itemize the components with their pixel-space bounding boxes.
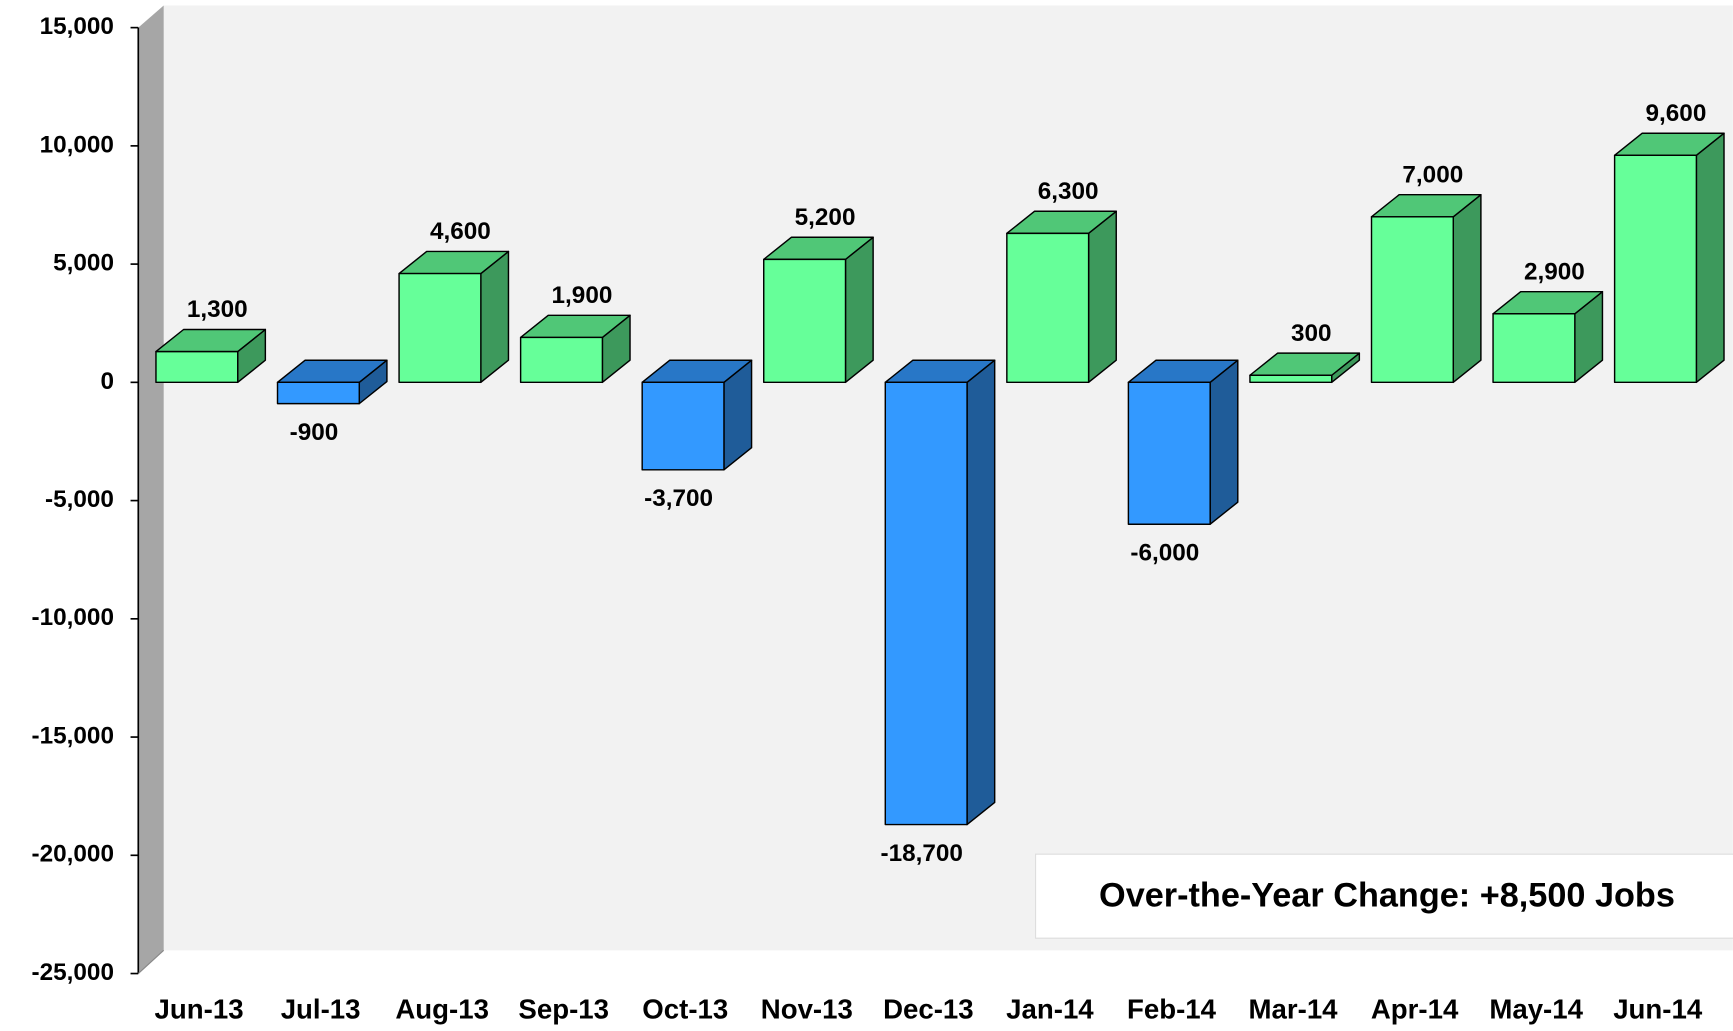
data-label: 1,300 [187,296,248,323]
bar-side [844,236,874,384]
bar [1613,154,1698,384]
y-tick-label: -15,000 [32,722,114,749]
y-tick-label: -10,000 [32,604,114,631]
data-label: -18,700 [881,840,963,867]
annotation: Over-the-Year Change: +8,500 Jobs [1099,876,1675,914]
x-tick-label: Aug-13 [395,993,489,1024]
x-tick-label: Sep-13 [518,993,609,1024]
bar [155,350,239,384]
bar [884,381,968,826]
y-tick-label: 10,000 [40,131,114,158]
x-tick-label: Jul-13 [281,993,361,1024]
y-tick-label: 5,000 [53,250,114,277]
x-tick-label: Feb-14 [1127,993,1217,1024]
y-tick-label: 0 [100,368,114,395]
x-tick-label: May-14 [1489,993,1583,1024]
bar-side [1695,132,1725,384]
x-tick-label: Dec-13 [883,993,974,1024]
y-tick-label: -25,000 [32,959,114,986]
x-tick-label: Jun-14 [1613,993,1703,1024]
data-label: 6,300 [1038,178,1099,205]
data-label: 5,200 [795,204,856,231]
data-label: -3,700 [644,485,713,512]
bar-side [966,359,996,826]
data-label: 9,600 [1646,100,1707,127]
data-label: 300 [1291,320,1332,347]
x-tick-label: Jun-13 [155,993,244,1024]
y-tick-label: 15,000 [40,13,114,40]
bar-side [1087,210,1117,384]
annotation-box [1035,853,1733,939]
bar [763,258,847,384]
x-tick-label: Nov-13 [761,993,853,1024]
x-tick-label: Oct-13 [642,993,728,1024]
y-tick-label: -5,000 [45,486,114,513]
bar [1127,381,1211,525]
data-label: -900 [290,419,339,446]
bar [519,336,604,384]
x-tick-label: Apr-14 [1371,993,1459,1024]
bar [1370,216,1454,384]
data-label: 1,900 [552,282,613,309]
bar [1492,313,1576,384]
x-tick-label: Jan-14 [1006,993,1094,1024]
data-label: 7,000 [1402,161,1463,188]
bar [398,272,482,384]
bar-side [1209,359,1239,525]
bar [1249,374,1333,384]
bar [1006,232,1090,384]
data-label: 4,600 [430,218,491,245]
side-wall [138,5,164,974]
data-label: -6,000 [1130,539,1199,566]
x-tick-label: Mar-14 [1249,993,1339,1024]
floor-edge [137,949,165,974]
bar [641,381,725,471]
bar-side [1452,193,1482,384]
data-label: 2,900 [1524,258,1585,285]
bar [276,381,361,405]
y-tick-label: -20,000 [32,841,114,868]
